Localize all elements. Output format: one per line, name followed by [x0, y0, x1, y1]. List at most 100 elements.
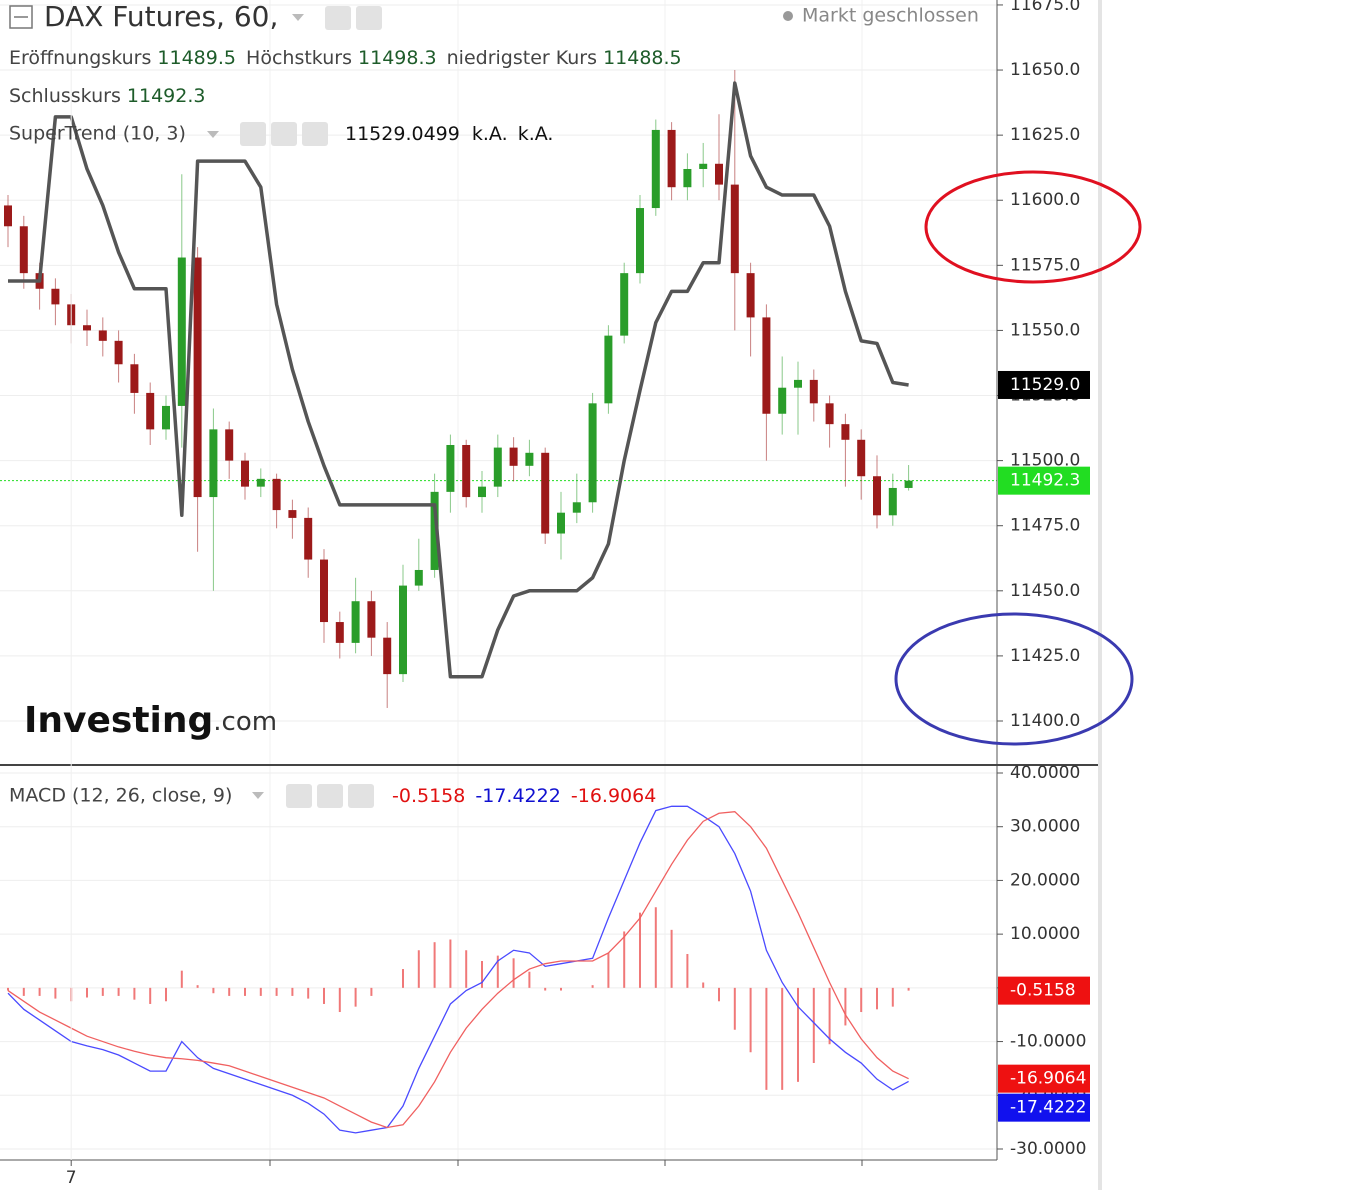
visibility-button[interactable]	[325, 6, 351, 30]
value-marker-label: 11492.3	[1010, 471, 1080, 491]
dropdown-arrow[interactable]	[292, 14, 304, 21]
open-label: Eröffnungskurs	[9, 47, 151, 69]
low-value: 11488.5	[603, 47, 682, 69]
y-tick-label: 11600.0	[1010, 190, 1080, 210]
candle-body	[857, 439, 866, 477]
supertrend-title: SuperTrend (10, 3)	[9, 123, 186, 145]
supertrend-line	[8, 81, 909, 679]
hist-value: -0.5158	[392, 785, 465, 807]
candle-body	[809, 379, 818, 404]
na-value: k.A.	[472, 123, 508, 145]
candle-body	[588, 403, 597, 503]
close-value: 11492.3	[127, 85, 206, 107]
candle-body	[541, 452, 550, 534]
open-value: 11489.5	[157, 47, 236, 69]
signal-value: -16.9064	[571, 785, 656, 807]
candle-body	[367, 601, 376, 638]
watermark: Investing.com	[24, 700, 277, 741]
candle-body	[699, 163, 708, 169]
candle-body	[414, 569, 423, 586]
value-marker	[998, 466, 1090, 495]
candle-body	[335, 622, 344, 643]
settings-button[interactable]	[356, 6, 382, 30]
candle-body	[130, 364, 139, 393]
candle-body	[493, 447, 502, 487]
candle-body	[888, 487, 897, 516]
settings-button[interactable]	[271, 122, 297, 146]
macd-values: -0.5158 -17.4222 -16.9064	[392, 785, 656, 807]
y-tick-label: 30.0000	[1010, 817, 1080, 837]
watermark-suffix: .com	[213, 707, 277, 737]
candle-body	[509, 447, 518, 466]
candle-body	[651, 129, 660, 209]
candle-body	[272, 478, 281, 511]
annotation-ellipse	[924, 170, 1142, 284]
y-tick-label: 11400.0	[1010, 711, 1080, 731]
x-tick-label: 7	[66, 1168, 77, 1188]
candle-body	[256, 478, 265, 487]
y-tick-label: 11550.0	[1010, 320, 1080, 340]
close-row: Schlusskurs 11492.3	[9, 85, 205, 107]
candle-body	[604, 335, 613, 404]
candle-body	[572, 502, 581, 513]
dropdown-arrow[interactable]	[252, 792, 264, 799]
high-value: 11498.3	[358, 47, 437, 69]
market-status: Markt geschlossen	[802, 5, 979, 27]
candle-body	[193, 257, 202, 498]
y-tick-label: 11650.0	[1010, 60, 1080, 80]
candle-body	[825, 403, 834, 425]
annotation-ellipse	[894, 612, 1134, 746]
value-marker	[998, 976, 1090, 1005]
candle-body	[177, 257, 186, 406]
candle-body	[225, 429, 234, 461]
candle-body	[430, 491, 439, 570]
axis-labels: 11400.011425.011450.011475.011500.011525…	[66, 0, 1090, 1188]
candle-body	[683, 168, 692, 188]
y-tick-label: -30.0000	[1010, 1139, 1086, 1159]
candle-body	[620, 273, 629, 336]
settings-button[interactable]	[317, 784, 343, 808]
candle-body	[83, 325, 91, 331]
remove-button[interactable]	[348, 784, 374, 808]
candle-body	[146, 392, 155, 430]
candle-body	[241, 460, 249, 487]
candle-body	[557, 512, 565, 534]
candle-body	[446, 444, 455, 492]
candle-body	[304, 517, 313, 560]
candle-body	[873, 476, 881, 516]
low-label: niedrigster Kurs	[447, 47, 597, 69]
macd-line	[7, 805, 909, 1134]
candle-body	[320, 559, 328, 623]
candle-body	[762, 317, 771, 414]
visibility-button[interactable]	[286, 784, 312, 808]
y-tick-label: -10.0000	[1010, 1032, 1086, 1052]
candle-body	[794, 379, 802, 388]
candle-body	[98, 330, 107, 341]
grid	[269, 0, 863, 1160]
visibility-button[interactable]	[240, 122, 266, 146]
collapse-button[interactable]	[9, 5, 33, 29]
y-tick-label: 11450.0	[1010, 581, 1080, 601]
candle-body	[383, 637, 392, 675]
y-tick-label: 11500.0	[1010, 451, 1080, 471]
value-marker-label: -0.5158	[1010, 981, 1076, 1001]
value-marker-label: -16.9064	[1010, 1069, 1086, 1089]
y-tick-label: 11625.0	[1010, 125, 1080, 145]
candle-body	[715, 163, 723, 185]
candle-body	[162, 405, 170, 430]
candle-body	[730, 184, 739, 274]
value-marker	[998, 1064, 1090, 1093]
dropdown-arrow[interactable]	[207, 131, 219, 138]
value-marker	[998, 1093, 1090, 1122]
y-tick-label: 11575.0	[1010, 255, 1080, 275]
na-value: k.A.	[518, 123, 554, 145]
remove-button[interactable]	[302, 122, 328, 146]
ohlc-row: Eröffnungskurs 11489.5 Höchstkurs 11498.…	[9, 47, 682, 69]
plot-area	[0, 4, 997, 1150]
high-label: Höchstkurs	[246, 47, 352, 69]
watermark-brand: Investing	[24, 700, 213, 741]
candle-body	[636, 208, 644, 274]
y-tick-label: 40.0000	[1010, 763, 1080, 783]
